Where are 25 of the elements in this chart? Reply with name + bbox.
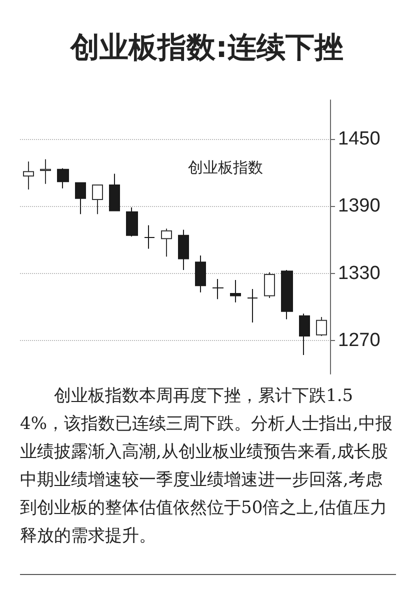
y-tick-label: 1450 [338,128,380,150]
candlestick [299,313,310,356]
candlestick [144,224,155,250]
candlestick [109,173,120,212]
candlestick [212,278,224,300]
text: 创业板指数本周再度下挫，累计下跌1.54%，该指数已连续三周下跌。分析人士指出,中报业绩披露渐入高潮,从创业板业绩预告来看,成长股中期业绩增速较一季度业绩增速进一步回落,考虑到创业板的整体估值依然位于50倍之上,估值压力释放的需求提升。 [20,385,394,548]
candlestick [126,206,138,237]
y-tick-label: 1330 [338,262,380,284]
candlestick [281,269,293,320]
candlestick [161,228,172,258]
candlestick [23,161,34,190]
candlestick [92,184,103,215]
candlestick [195,254,206,293]
chart-title: 创业板指数:连续下挫 [68,29,344,66]
candlestick [247,288,258,324]
candlestick [316,316,327,336]
candlestick [57,168,69,189]
annotation: 创业板指数 [188,158,263,176]
y-tick-label: 1390 [338,196,380,217]
candlestick [264,272,275,298]
candlestick [75,182,86,215]
candlestick [230,280,241,303]
y-tick-label: 1270 [338,330,380,351]
candlestick [40,158,51,184]
candlestick [178,229,189,270]
